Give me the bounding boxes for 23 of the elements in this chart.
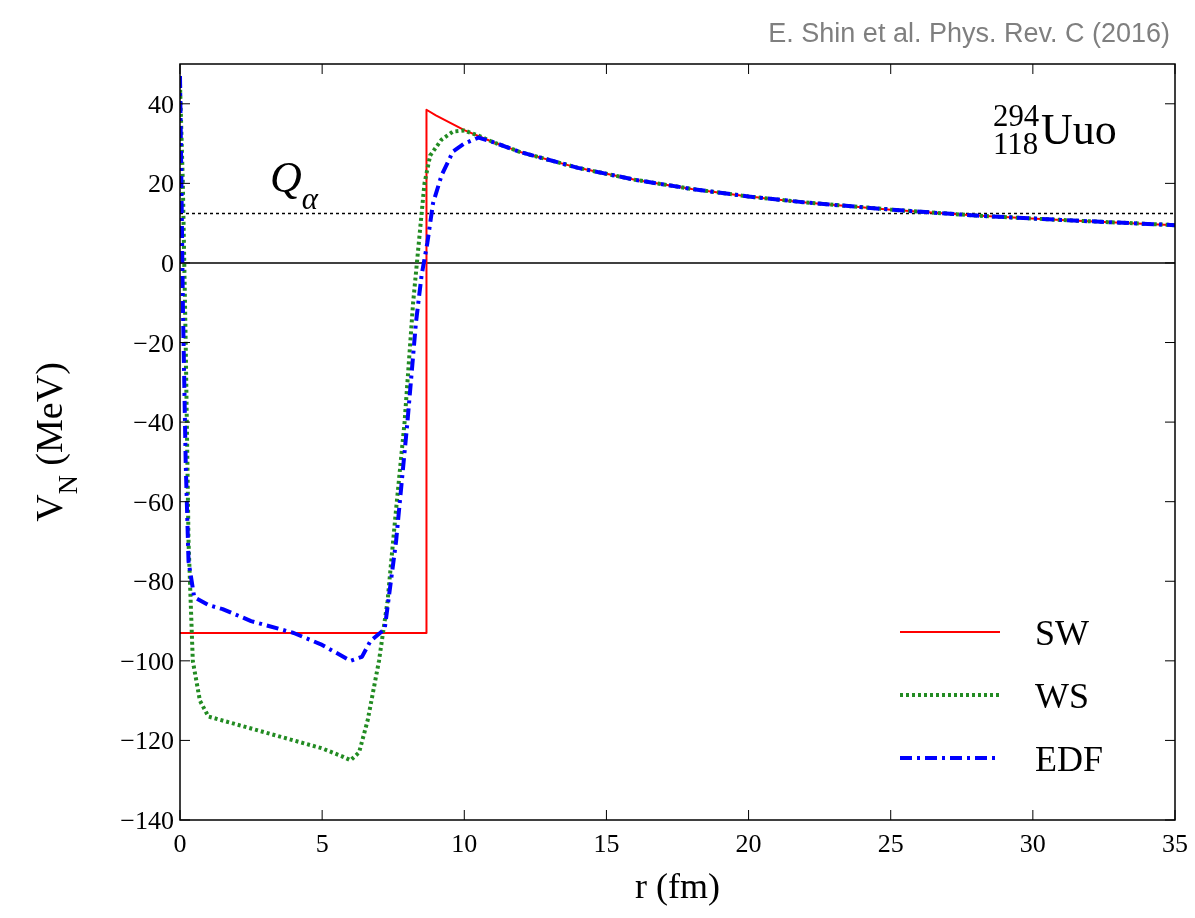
legend-label: SW: [1035, 613, 1090, 653]
x-tick-label: 30: [1019, 829, 1046, 858]
y-tick-label: −100: [120, 646, 174, 676]
y-tick-label: −60: [133, 487, 174, 517]
y-tick-label: 20: [148, 169, 174, 199]
y-tick-label: 0: [161, 248, 174, 278]
y-tick-label: −140: [120, 806, 174, 835]
x-tick-label: 20: [735, 829, 762, 858]
x-tick-label: 15: [593, 829, 620, 858]
y-tick-label: −40: [133, 408, 174, 438]
x-tick-label: 35: [1162, 829, 1188, 858]
y-tick-label: −80: [133, 567, 174, 597]
x-tick-label: 10: [451, 829, 478, 858]
x-axis-title: r (fm): [635, 866, 720, 906]
x-tick-label: 25: [877, 829, 904, 858]
ref-line-label: Q$_{α}$: [270, 152, 319, 216]
y-tick-label: 40: [148, 89, 174, 119]
x-tick-label: 5: [315, 829, 329, 858]
legend-label: EDF: [1035, 739, 1104, 779]
y-tick-label: −120: [120, 726, 174, 756]
text: E. Shin et al. Phys. Rev. C (2016): [768, 18, 1170, 48]
legend-label: WS: [1035, 676, 1089, 716]
y-tick-label: −20: [133, 328, 174, 358]
